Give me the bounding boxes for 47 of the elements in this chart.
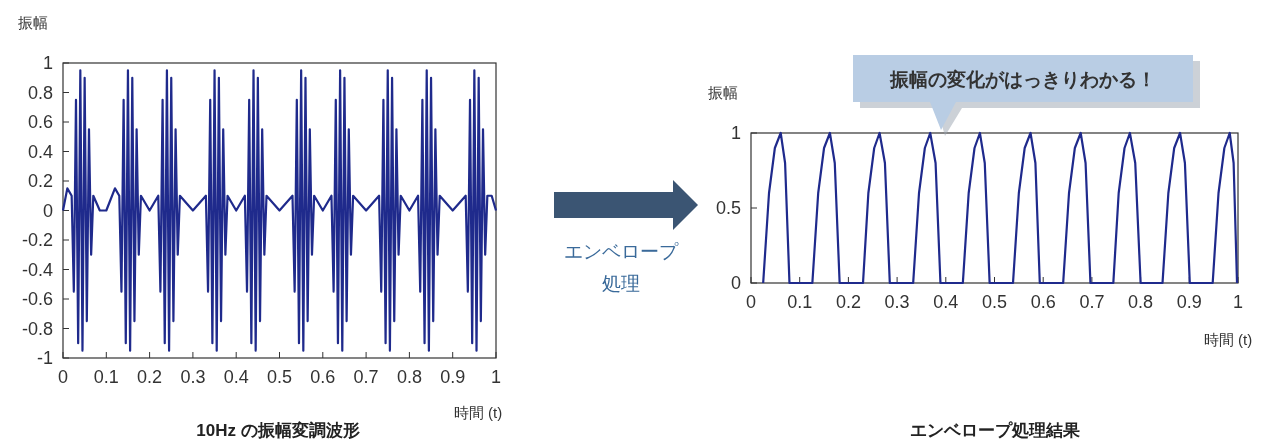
x-tick-label: 0.8 — [396, 367, 422, 387]
line-series — [61, 69, 498, 352]
y-tick-label: -0.4 — [21, 259, 53, 280]
x-tick-label: 0 — [745, 292, 757, 312]
y-tick-label: 1 — [730, 123, 741, 143]
y-tick-label: -1 — [36, 348, 53, 368]
x-tick-label: 0.9 — [1176, 292, 1202, 312]
y-axis-title: 振幅 — [18, 14, 48, 31]
y-tick-label: 0 — [730, 273, 741, 293]
x-tick-label: 0.5 — [981, 292, 1008, 312]
text: エンベロープ — [564, 241, 679, 262]
y-tick-label: -0.6 — [21, 289, 53, 309]
y-axis-title: 振幅 — [708, 84, 738, 101]
x-tick-label: 0.7 — [1079, 292, 1105, 312]
x-tick-label: 0.3 — [180, 367, 206, 387]
x-tick-label: 0.8 — [1128, 292, 1154, 312]
x-tick-label: 0.3 — [884, 292, 910, 312]
x-tick-label: 1 — [490, 367, 502, 387]
text: 振幅の変化がはっきりわかる！ — [889, 69, 1156, 90]
x-tick-label: 0.1 — [93, 367, 119, 387]
text: 処理 — [602, 273, 640, 294]
y-tick-label: -0.8 — [21, 318, 53, 339]
y-tick-label: 0 — [42, 200, 53, 221]
x-tick-label: 0.9 — [440, 367, 466, 387]
text: エンベロープ処理結果 — [910, 421, 1081, 440]
x-tick-label: 0.5 — [266, 367, 293, 387]
y-tick-label: -0.2 — [21, 230, 53, 250]
y-tick-label: 0.8 — [27, 82, 53, 103]
x-axis-title: 時間 (t) — [453, 404, 503, 421]
y-tick-label: 0.6 — [27, 112, 53, 132]
y-tick-label: 0.4 — [27, 141, 53, 162]
x-tick-label: 0.2 — [137, 367, 163, 387]
x-tick-label: 1 — [1232, 292, 1244, 312]
x-axis-title: 時間 (t) — [1203, 331, 1253, 348]
x-tick-label: 0.4 — [223, 367, 249, 387]
line-series — [762, 131, 1239, 285]
x-tick-label: 0.6 — [1030, 292, 1056, 312]
x-tick-label: 0.2 — [835, 292, 861, 312]
x-tick-label: 0.4 — [933, 292, 959, 312]
text: 10Hz の振幅変調波形 — [196, 421, 360, 440]
x-tick-label: 0.1 — [787, 292, 813, 312]
x-tick-label: 0.6 — [310, 367, 336, 387]
y-tick-label: 1 — [42, 53, 53, 73]
x-tick-label: 0 — [57, 367, 69, 387]
y-tick-label: 0.2 — [27, 171, 53, 191]
y-tick-label: 0.5 — [715, 198, 741, 218]
x-tick-label: 0.7 — [353, 367, 379, 387]
